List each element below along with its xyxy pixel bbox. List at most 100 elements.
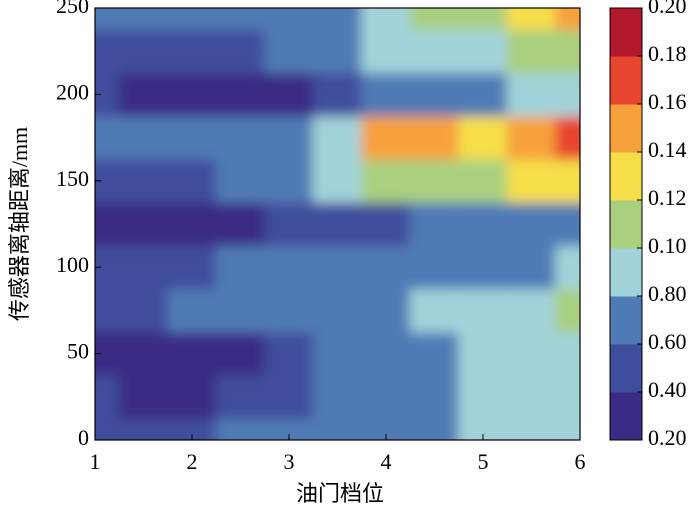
colorbar-band (610, 344, 642, 393)
contour-cell (361, 72, 411, 117)
contour-cell (312, 158, 363, 203)
contour-cell (118, 8, 169, 31)
colorbar-tick-label: 0.14 (648, 137, 687, 162)
contour-cell (361, 158, 411, 203)
contour-cell (215, 201, 266, 247)
contour-cell (95, 8, 120, 31)
contour-cell (506, 8, 557, 31)
contour-cell (458, 374, 508, 419)
contour-cell (409, 29, 460, 74)
contour-cell (118, 72, 169, 117)
contour-cell (312, 417, 363, 440)
contour-cell (215, 374, 266, 419)
contour-cell (118, 115, 169, 160)
contour-cell (506, 288, 557, 333)
contour-cell (312, 331, 363, 376)
contour-cell (167, 29, 217, 74)
contour-cell (264, 158, 314, 203)
contour-cell (215, 331, 266, 376)
x-axis-label: 油门档位 (296, 481, 384, 506)
y-tick-label: 50 (67, 339, 89, 364)
contour-cell (555, 158, 580, 203)
contour-cell (167, 8, 217, 31)
contour-cell (506, 115, 557, 160)
colorbar-tick-label: 0.80 (648, 281, 687, 306)
contour-cell (409, 115, 460, 160)
contour-cell (458, 245, 508, 290)
contour-cell (361, 29, 411, 74)
contour-cell (95, 115, 120, 160)
contour-cell (264, 417, 314, 440)
contour-cell (167, 417, 217, 440)
contour-cell (506, 158, 557, 203)
contour-cell (409, 201, 460, 247)
contour-cell (555, 72, 580, 117)
contour-cell (118, 158, 169, 203)
contour-cell (458, 331, 508, 376)
contour-cell (361, 201, 411, 247)
contour-cell (264, 374, 314, 419)
contour-cell (506, 417, 557, 440)
contour-cell (264, 288, 314, 333)
contour-cell (361, 8, 411, 31)
contour-cell (409, 288, 460, 333)
contour-cell (555, 201, 580, 247)
contour-cell (409, 331, 460, 376)
contour-cell (409, 158, 460, 203)
contour-cell (118, 417, 169, 440)
contour-cell (506, 72, 557, 117)
contour-cell (167, 158, 217, 203)
contour-cell (118, 288, 169, 333)
contour-cell (264, 8, 314, 31)
contour-cell (95, 29, 120, 74)
y-tick-label: 150 (56, 166, 89, 191)
contour-cell (458, 417, 508, 440)
contour-cell (409, 374, 460, 419)
contour-cell (264, 245, 314, 290)
contour-cell (458, 29, 508, 74)
contour-cell (555, 374, 580, 419)
contour-cell (555, 288, 580, 333)
contour-cell (458, 158, 508, 203)
contour-cell (312, 8, 363, 31)
colorbar-band (610, 200, 642, 249)
contour-cell (458, 288, 508, 333)
contour-cell (215, 72, 266, 117)
contour-cell (555, 417, 580, 440)
contour-cell (312, 201, 363, 247)
x-tick-label: 6 (575, 449, 586, 474)
contour-cell (312, 29, 363, 74)
contour-cell (361, 245, 411, 290)
contour-cell (312, 115, 363, 160)
contour-cell (215, 8, 266, 31)
contour-cell (506, 201, 557, 247)
contour-cell (555, 29, 580, 74)
contour-cell (312, 288, 363, 333)
x-tick-label: 2 (187, 449, 198, 474)
contour-cell (264, 72, 314, 117)
contour-cell (458, 115, 508, 160)
contour-cell (409, 8, 460, 31)
colorbar-tick-label: 0.20 (648, 0, 687, 18)
x-tick-label: 5 (478, 449, 489, 474)
x-tick-label: 1 (90, 449, 101, 474)
contour-cell (215, 115, 266, 160)
colorbar: 0.20 0.40 0.60 0.80 0.10 0.12 0.14 0.16 0.18 0.20 (609, 0, 687, 450)
contour-cell (264, 115, 314, 160)
y-tick-label: 200 (56, 79, 89, 104)
contour-cell (167, 288, 217, 333)
colorbar-frame (609, 7, 643, 441)
contour-cell (118, 29, 169, 74)
contour-cell (312, 245, 363, 290)
contour-cell (167, 331, 217, 376)
contour-cell (95, 417, 120, 440)
contour-cell (409, 72, 460, 117)
contour-cell (118, 331, 169, 376)
x-tick-label: 4 (381, 449, 392, 474)
contour-cell (409, 245, 460, 290)
contour-cell (555, 115, 580, 160)
colorbar-band (610, 296, 642, 345)
plot-frame (94, 7, 581, 441)
colorbar-band (610, 248, 642, 297)
contour-cell (555, 8, 580, 31)
